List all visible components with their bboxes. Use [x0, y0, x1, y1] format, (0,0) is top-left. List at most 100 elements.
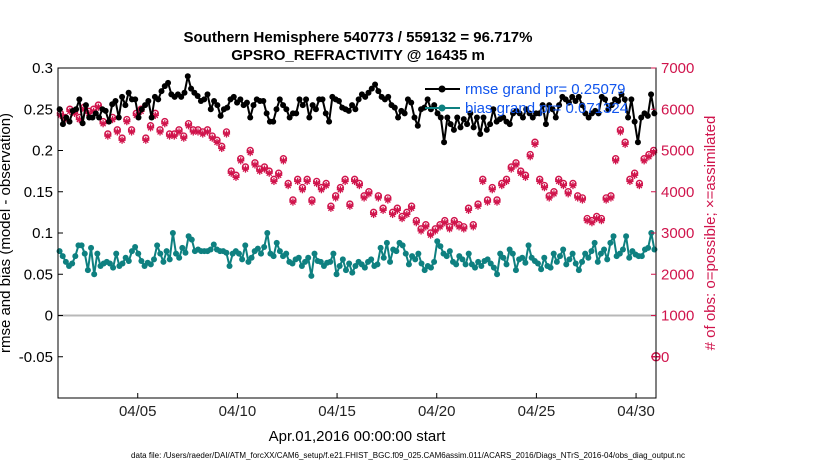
bias-point	[484, 256, 491, 263]
obs-assimilated-point	[142, 136, 150, 144]
rmse-point	[335, 98, 342, 104]
rmse-point	[523, 106, 530, 113]
x-tick-label: 04/15	[318, 403, 356, 420]
bias-point	[352, 263, 359, 269]
rmse-point	[536, 110, 543, 117]
obs-assimilated-point	[322, 181, 330, 190]
bias-point	[487, 260, 494, 267]
obs-assimilated-point	[640, 157, 648, 165]
bias-point	[283, 250, 290, 257]
rmse-point	[270, 118, 277, 125]
rmse-point	[309, 102, 316, 109]
bias-point	[525, 242, 532, 249]
y2-tick-label: 5000	[661, 143, 694, 160]
bias-point	[239, 256, 246, 263]
obs-assimilated-point	[545, 194, 553, 202]
bias-point	[506, 246, 513, 253]
obs-assimilated-point	[203, 128, 212, 136]
right-axis-ticks: 7000 6000 5000 4000 3000 2000 1000 0	[651, 60, 694, 366]
obs-assimilated-point	[341, 177, 349, 186]
rmse-point	[142, 102, 149, 109]
bias-point	[84, 267, 91, 274]
bias-point	[223, 249, 230, 256]
rmse-point	[293, 110, 300, 117]
bias-point	[69, 260, 76, 267]
rmse-point	[565, 99, 572, 106]
rmse-point	[615, 98, 622, 104]
y-tick-label: -0.05	[19, 349, 53, 366]
bias-point	[182, 249, 189, 256]
obs-assimilated-point	[635, 181, 643, 190]
rmse-point	[408, 99, 415, 106]
rmse-point	[585, 114, 592, 121]
rmse-point	[480, 114, 487, 121]
bias-point	[235, 250, 242, 257]
obs-assimilated-point	[384, 196, 392, 204]
rmse-point	[237, 96, 244, 103]
y-tick-label: 0.15	[24, 184, 53, 201]
bias-point	[582, 250, 589, 257]
rmse-point	[263, 110, 270, 117]
bias-point	[333, 271, 340, 278]
obs-assimilated-point	[127, 128, 136, 136]
bias-point	[459, 256, 466, 263]
rmse-point	[444, 114, 451, 121]
rmse-point	[181, 89, 188, 96]
rmse-point	[82, 102, 89, 109]
bias-point	[377, 244, 384, 251]
rmse-point	[572, 98, 579, 104]
rmse-series	[56, 73, 658, 146]
bias-point	[500, 254, 507, 261]
bias-point	[597, 250, 604, 257]
legend: rmse grand pr= 0.25079 bias grand pr= 0.…	[425, 81, 628, 117]
bias-point	[78, 242, 85, 249]
obs-assimilated-point	[531, 140, 539, 148]
rmse-point	[280, 102, 287, 109]
obs-assimilated-point	[616, 128, 625, 136]
obs-assimilated-point	[555, 177, 563, 186]
rmse-point	[552, 114, 559, 121]
obs-assimilated-point	[612, 157, 620, 165]
rmse-point	[201, 96, 208, 103]
rmse-point	[119, 93, 126, 100]
obs-assimilated-point	[370, 210, 378, 219]
bias-point	[503, 261, 510, 268]
x-tick-label: 04/30	[617, 403, 655, 420]
bias-point	[138, 258, 145, 265]
bias-point	[264, 230, 271, 236]
bias-point	[254, 245, 261, 252]
obs-assimilated-point	[232, 173, 240, 181]
legend-rmse-label: rmse grand pr= 0.25079	[465, 81, 626, 98]
bias-point	[62, 258, 69, 265]
bias-point	[273, 239, 280, 246]
bias-point	[270, 253, 277, 260]
bias-point	[113, 250, 120, 257]
rmse-point	[631, 118, 638, 125]
bias-point	[472, 264, 479, 271]
obs-assimilated-point	[517, 169, 525, 177]
rmse-point	[575, 93, 582, 100]
obs-assimilated-point	[450, 219, 458, 227]
rmse-point	[424, 96, 431, 103]
rmse-point	[618, 91, 625, 98]
bias-point	[147, 261, 154, 268]
obs-assimilated-point	[388, 210, 397, 219]
bias-point	[619, 246, 626, 253]
rmse-point	[66, 118, 73, 125]
rmse-point	[211, 98, 218, 104]
chart-title: Southern Hemisphere 540773 / 559132 = 96…	[184, 29, 533, 46]
rmse-point	[319, 96, 326, 103]
rmse-point	[299, 102, 306, 109]
obs-assimilated-point	[251, 161, 259, 169]
obs-assimilated-point	[483, 198, 492, 206]
rmse-point	[411, 114, 418, 121]
bias-point	[512, 267, 519, 274]
bias-point	[289, 260, 296, 267]
obs-assimilated-point	[237, 157, 245, 165]
obs-assimilated-point	[374, 194, 382, 202]
bias-point	[173, 250, 180, 257]
obs-assimilated-point	[574, 194, 582, 202]
obs-assimilated-point	[303, 177, 311, 186]
obs-assimilated-point	[222, 130, 231, 138]
rmse-point	[178, 93, 185, 100]
